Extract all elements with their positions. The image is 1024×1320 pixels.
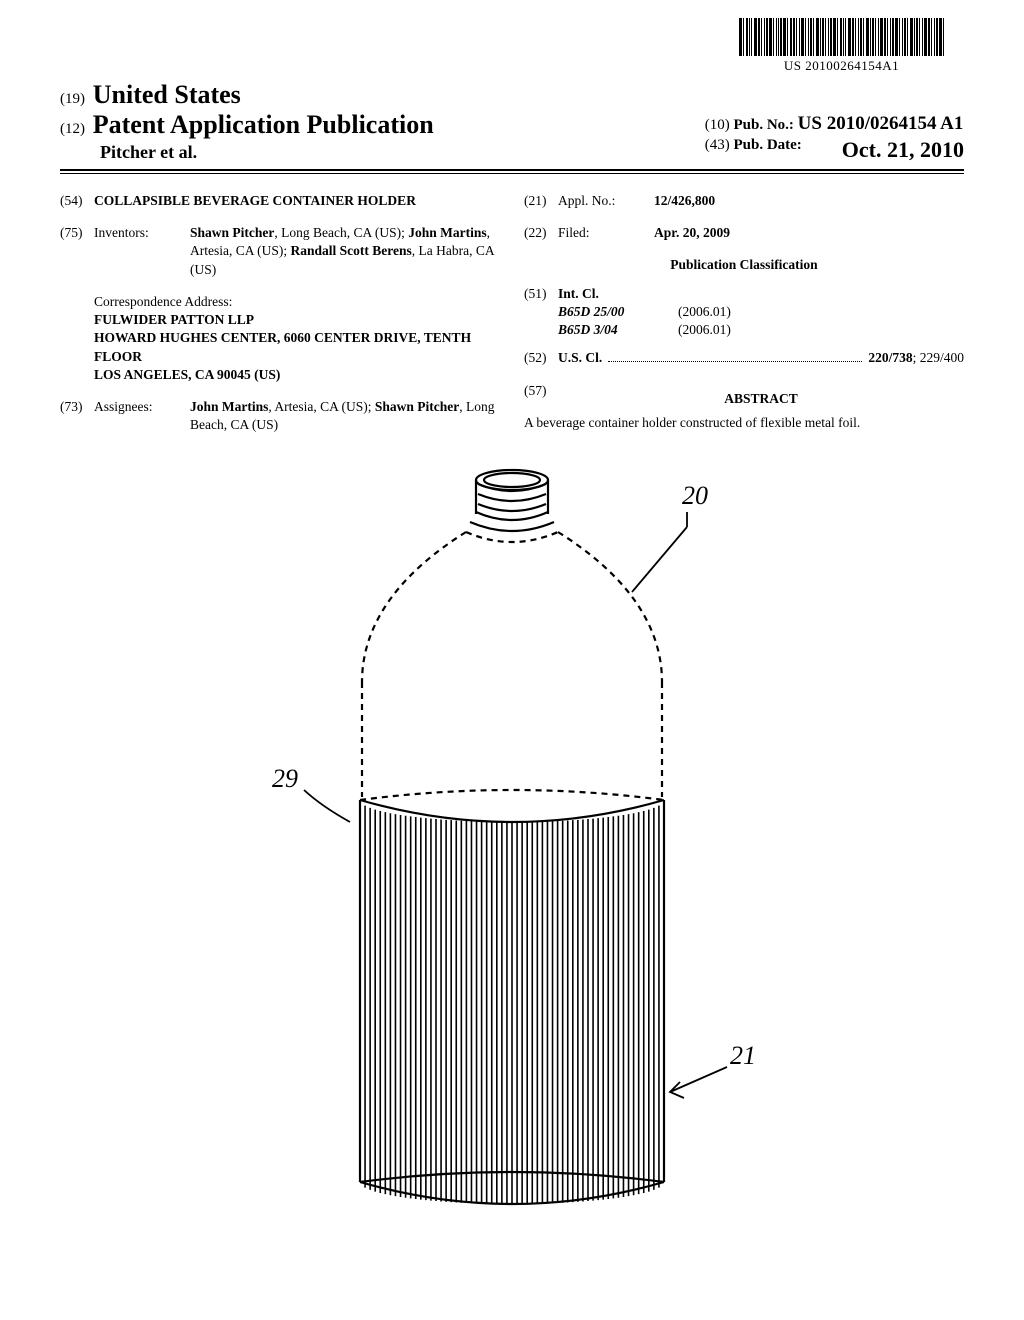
biblio: (54) COLLAPSIBLE BEVERAGE CONTAINER HOLD… [60, 192, 964, 448]
int-cl-block: Int. Cl. B65D 25/00 (2006.01) B65D 3/04 … [558, 285, 964, 340]
biblio-left: (54) COLLAPSIBLE BEVERAGE CONTAINER HOLD… [60, 192, 500, 448]
figure: 20 21 29 [60, 452, 964, 1232]
correspondence-line-1: FULWIDER PATTON LLP [94, 311, 500, 329]
header-right: (10) Pub. No.: US 2010/0264154 A1 (43) P… [705, 113, 964, 163]
author-line: Pitcher et al. [100, 142, 434, 163]
biblio-right: (21) Appl. No.: 12/426,800 (22) Filed: A… [524, 192, 964, 448]
country: United States [93, 80, 241, 109]
code-19: (19) [60, 91, 85, 107]
field-75-num: (75) [60, 224, 94, 279]
abstract-text: A beverage container holder constructed … [524, 414, 964, 432]
pub-no-line: (10) Pub. No.: US 2010/0264154 A1 [705, 113, 964, 135]
pub-no-label: Pub. No.: [733, 117, 797, 133]
correspondence-line-3: LOS ANGELES, CA 90045 (US) [94, 366, 500, 384]
int-cl-date-1: (2006.01) [678, 321, 731, 339]
field-75-label: Inventors: [94, 224, 190, 279]
field-21: (21) Appl. No.: 12/426,800 [524, 192, 964, 210]
field-52-num: (52) [524, 349, 558, 367]
leader-dots [608, 354, 862, 362]
country-line: (19) United States [60, 80, 434, 110]
barcode-number: US 20100264154A1 [739, 58, 944, 74]
barcode-block: US 20100264154A1 [739, 18, 944, 74]
header: (19) United States (12) Patent Applicati… [60, 80, 964, 163]
correspondence: Correspondence Address: FULWIDER PATTON … [94, 293, 500, 384]
filed-date: Apr. 20, 2009 [654, 224, 964, 242]
barcode [739, 18, 944, 56]
field-54: (54) COLLAPSIBLE BEVERAGE CONTAINER HOLD… [60, 192, 500, 210]
int-cl-row-1: B65D 3/04 (2006.01) [558, 321, 964, 339]
field-51-num: (51) [524, 285, 558, 340]
field-57-num: (57) [524, 382, 558, 414]
field-22: (22) Filed: Apr. 20, 2009 [524, 224, 964, 242]
pub-date-label: Pub. Date: [733, 137, 801, 153]
code-10: (10) [705, 117, 730, 133]
ref-29: 29 [272, 764, 298, 793]
int-cl-label: Int. Cl. [558, 285, 964, 303]
field-22-label: Filed: [558, 224, 654, 242]
abstract-heading: ABSTRACT [558, 390, 964, 408]
ref-21: 21 [730, 1041, 756, 1070]
field-57: (57) ABSTRACT A beverage container holde… [524, 382, 964, 432]
field-21-num: (21) [524, 192, 558, 210]
pub-type-line: (12) Patent Application Publication [60, 110, 434, 140]
int-cl-row-0: B65D 25/00 (2006.01) [558, 303, 964, 321]
pub-classification-heading: Publication Classification [524, 256, 964, 274]
field-73-label: Assignees: [94, 398, 190, 434]
correspondence-line-2: HOWARD HUGHES CENTER, 6060 CENTER DRIVE,… [94, 329, 500, 365]
field-75: (75) Inventors: Shawn Pitcher, Long Beac… [60, 224, 500, 279]
publication-type: Patent Application Publication [93, 110, 434, 139]
field-52: (52) U.S. Cl. 220/738; 229/400 [524, 349, 964, 367]
ref-20: 20 [682, 481, 708, 510]
us-cl-label: U.S. Cl. [558, 349, 602, 367]
inventors: Shawn Pitcher, Long Beach, CA (US); John… [190, 224, 500, 279]
field-54-num: (54) [60, 192, 94, 210]
us-cl-line: U.S. Cl. 220/738; 229/400 [558, 349, 964, 367]
us-cl-rest: ; 229/400 [913, 349, 964, 367]
pub-date: Oct. 21, 2010 [842, 137, 964, 163]
field-73: (73) Assignees: John Martins, Artesia, C… [60, 398, 500, 434]
appl-no: 12/426,800 [654, 192, 964, 210]
figure-svg: 20 21 29 [232, 452, 792, 1232]
code-43: (43) [705, 137, 730, 153]
invention-title: COLLAPSIBLE BEVERAGE CONTAINER HOLDER [94, 192, 500, 210]
int-cl-date-0: (2006.01) [678, 303, 731, 321]
field-51: (51) Int. Cl. B65D 25/00 (2006.01) B65D … [524, 285, 964, 340]
code-12: (12) [60, 121, 85, 137]
correspondence-label: Correspondence Address: [94, 293, 500, 311]
header-left: (19) United States (12) Patent Applicati… [60, 80, 434, 163]
pub-no: US 2010/0264154 A1 [798, 113, 964, 134]
int-cl-code-0: B65D 25/00 [558, 303, 678, 321]
field-73-num: (73) [60, 398, 94, 434]
us-cl-main: 220/738 [868, 349, 912, 367]
header-rule [60, 169, 964, 171]
field-22-num: (22) [524, 224, 558, 242]
assignees: John Martins, Artesia, CA (US); Shawn Pi… [190, 398, 500, 434]
int-cl-code-1: B65D 3/04 [558, 321, 678, 339]
field-21-label: Appl. No.: [558, 192, 654, 210]
pub-date-line: (43) Pub. Date: Oct. 21, 2010 [705, 137, 964, 154]
header-rule-thin [60, 173, 964, 174]
